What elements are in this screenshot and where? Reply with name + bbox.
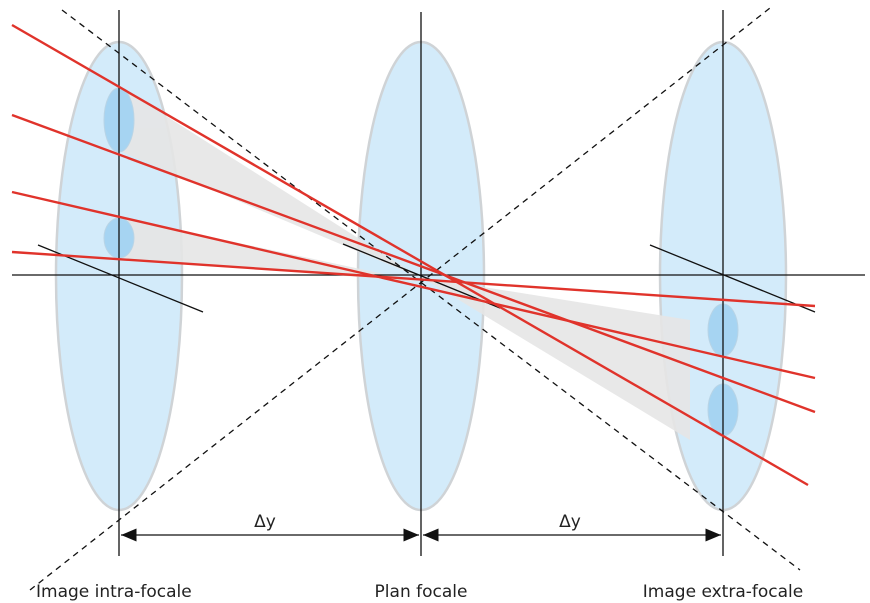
caption: Image extra-focale [643, 582, 803, 602]
ray [11, 23, 809, 487]
rays [11, 23, 816, 487]
ray [11, 190, 816, 380]
shading [122, 88, 690, 440]
tilt-line [342, 243, 501, 309]
delta-label: Δy [254, 512, 276, 532]
cone-upper-left [122, 88, 421, 278]
dashed-line [29, 7, 771, 591]
cone-right [421, 277, 690, 440]
axes [12, 10, 865, 556]
caption: Image intra-focale [36, 582, 192, 602]
caption: Plan focale [375, 582, 468, 602]
ray [11, 250, 816, 308]
tilt-line [649, 244, 816, 313]
delta-label: Δy [559, 512, 581, 532]
ray [11, 113, 816, 414]
